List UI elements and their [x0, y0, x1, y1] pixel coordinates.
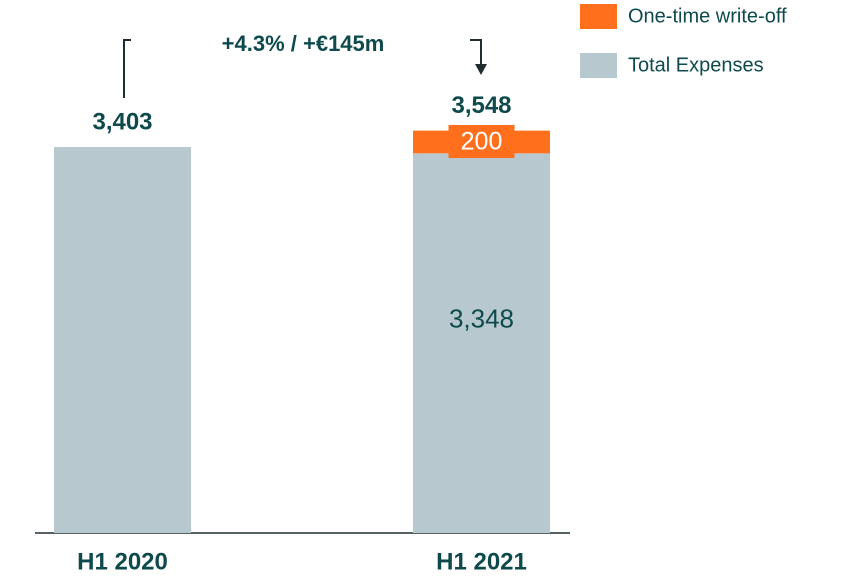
bracket-right: [470, 39, 482, 66]
legend-swatch: [580, 4, 617, 29]
bar-segment: [54, 147, 191, 533]
value-label-box: [448, 124, 515, 158]
annotation: +4.3% / +€145m: [222, 31, 385, 56]
change-bracket: [123, 39, 487, 98]
arrow-head: [475, 64, 487, 75]
legend-label: Total Expenses: [628, 54, 764, 76]
legend-label: One-time write-off: [628, 5, 787, 27]
bracket-left: [123, 39, 131, 98]
total-label: 3,403: [92, 108, 152, 135]
value-label: 200: [461, 128, 503, 156]
bar-segment: [413, 153, 550, 533]
x-tick-label: H1 2020: [77, 548, 168, 575]
value-label: 3,348: [449, 303, 514, 333]
x-tick-label: H1 2021: [436, 548, 527, 575]
total-label: 3,548: [451, 92, 511, 119]
legend-swatch: [580, 53, 617, 78]
